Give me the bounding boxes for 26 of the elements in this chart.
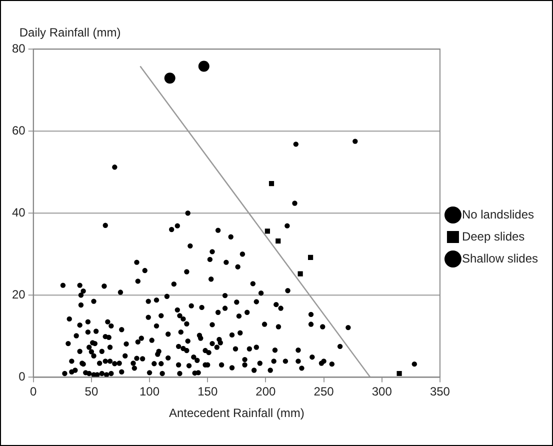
legend-label: Shallow slides: [462, 251, 538, 266]
y-tick-label: 60: [12, 123, 26, 138]
y-tick-label: 80: [12, 41, 26, 56]
point: [198, 60, 210, 72]
y-axis-title: Daily Rainfall (mm): [19, 25, 121, 40]
point: [396, 370, 402, 376]
point: [164, 72, 176, 84]
legend-label: No landslides: [462, 207, 534, 222]
x-tick-label: 100: [140, 384, 160, 399]
point: [276, 238, 281, 244]
point: [298, 271, 303, 276]
y-tick-label: 0: [18, 370, 26, 384]
x-tick-label: 0: [30, 384, 38, 399]
x-tick-label: 50: [84, 384, 98, 399]
x-tick-label: 150: [198, 384, 218, 399]
point: [264, 228, 270, 234]
y-tick-label: 20: [12, 287, 26, 302]
x-tick-label: 200: [256, 384, 276, 399]
x-tick-label: 300: [372, 384, 392, 399]
x-axis-title: Antecedent Rainfall (mm): [168, 406, 304, 420]
y-tick-label: 40: [12, 205, 26, 220]
x-tick-label: 350: [430, 384, 450, 399]
x-tick-label: 250: [314, 384, 334, 399]
legend-label: Deep slides: [462, 229, 525, 244]
point: [308, 254, 314, 260]
point: [268, 181, 274, 186]
